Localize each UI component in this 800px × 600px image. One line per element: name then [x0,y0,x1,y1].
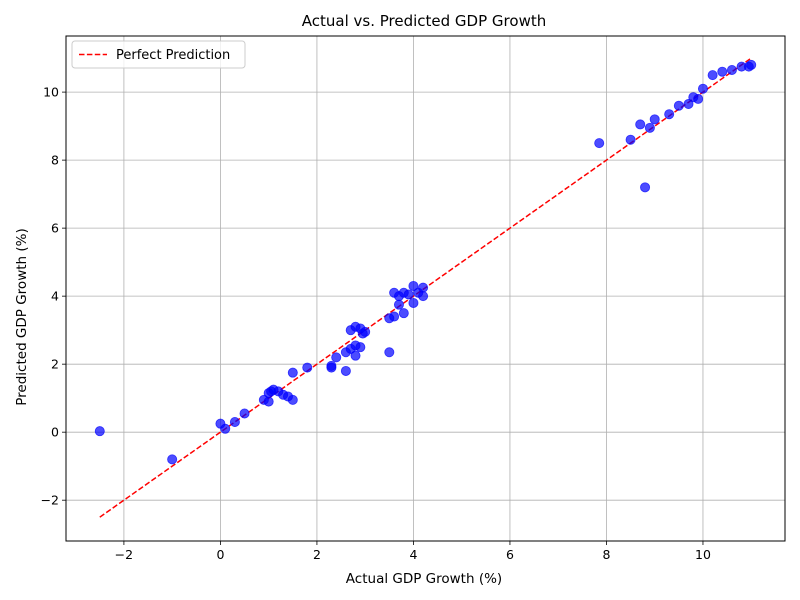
data-point [167,454,178,465]
data-point [398,308,409,319]
y-axis-label: Predicted GDP Growth (%) [14,228,30,405]
plot-frame [65,35,786,542]
data-point [408,297,419,308]
data-point [746,59,757,70]
data-point [408,280,419,291]
x-tick-label: −2 [115,547,133,562]
y-tick-label: 4 [51,289,59,304]
x-tick-label: 6 [506,547,514,562]
data-point [697,83,708,94]
legend-box [71,40,246,69]
data-point [664,109,675,120]
grid [66,36,785,541]
data-point [287,367,298,378]
data-point [287,394,298,405]
x-tick-label: 4 [409,547,417,562]
data-point [94,426,105,437]
data-point [644,122,655,133]
y-axis-ticks: −2 0 2 4 6 8 10 [41,85,66,508]
data-point [418,282,429,293]
y-tick-label: 8 [51,153,59,168]
data-point [355,342,366,353]
data-point [418,291,429,302]
data-point [717,66,728,77]
data-point [635,119,646,130]
data-point [220,423,231,434]
data-point [340,365,351,376]
data-point [625,134,636,145]
data-point [707,70,718,81]
chart-title: Actual vs. Predicted GDP Growth [302,12,546,30]
data-point [594,138,605,149]
y-tick-label: 2 [51,357,59,372]
data-point [693,93,704,104]
data-point [640,182,651,193]
data-point [239,408,250,419]
legend-label: Perfect Prediction [116,48,230,63]
data-point [726,65,737,76]
legend: Perfect Prediction [71,40,246,69]
data-point [673,100,684,111]
x-tick-label: 10 [695,547,711,562]
data-points [94,59,757,465]
data-point [360,326,371,337]
x-tick-label: 0 [216,547,224,562]
y-tick-label: 6 [51,221,59,236]
data-point [326,362,337,373]
data-point [683,99,694,110]
x-axis-ticks: −2 0 2 4 6 8 10 [115,541,711,562]
data-point [393,299,404,310]
y-tick-label: 0 [51,425,59,440]
y-tick-label: −2 [41,493,59,508]
x-tick-label: 8 [602,547,610,562]
data-point [229,416,240,427]
data-point [350,350,361,361]
data-point [302,362,313,373]
data-point [389,311,400,322]
data-point [263,396,274,407]
data-point [649,114,660,125]
data-point [403,289,414,300]
x-tick-label: 2 [313,547,321,562]
data-point [331,352,342,363]
data-point [384,347,395,358]
x-axis-label: Actual GDP Growth (%) [346,571,502,587]
y-tick-label: 10 [43,85,59,100]
